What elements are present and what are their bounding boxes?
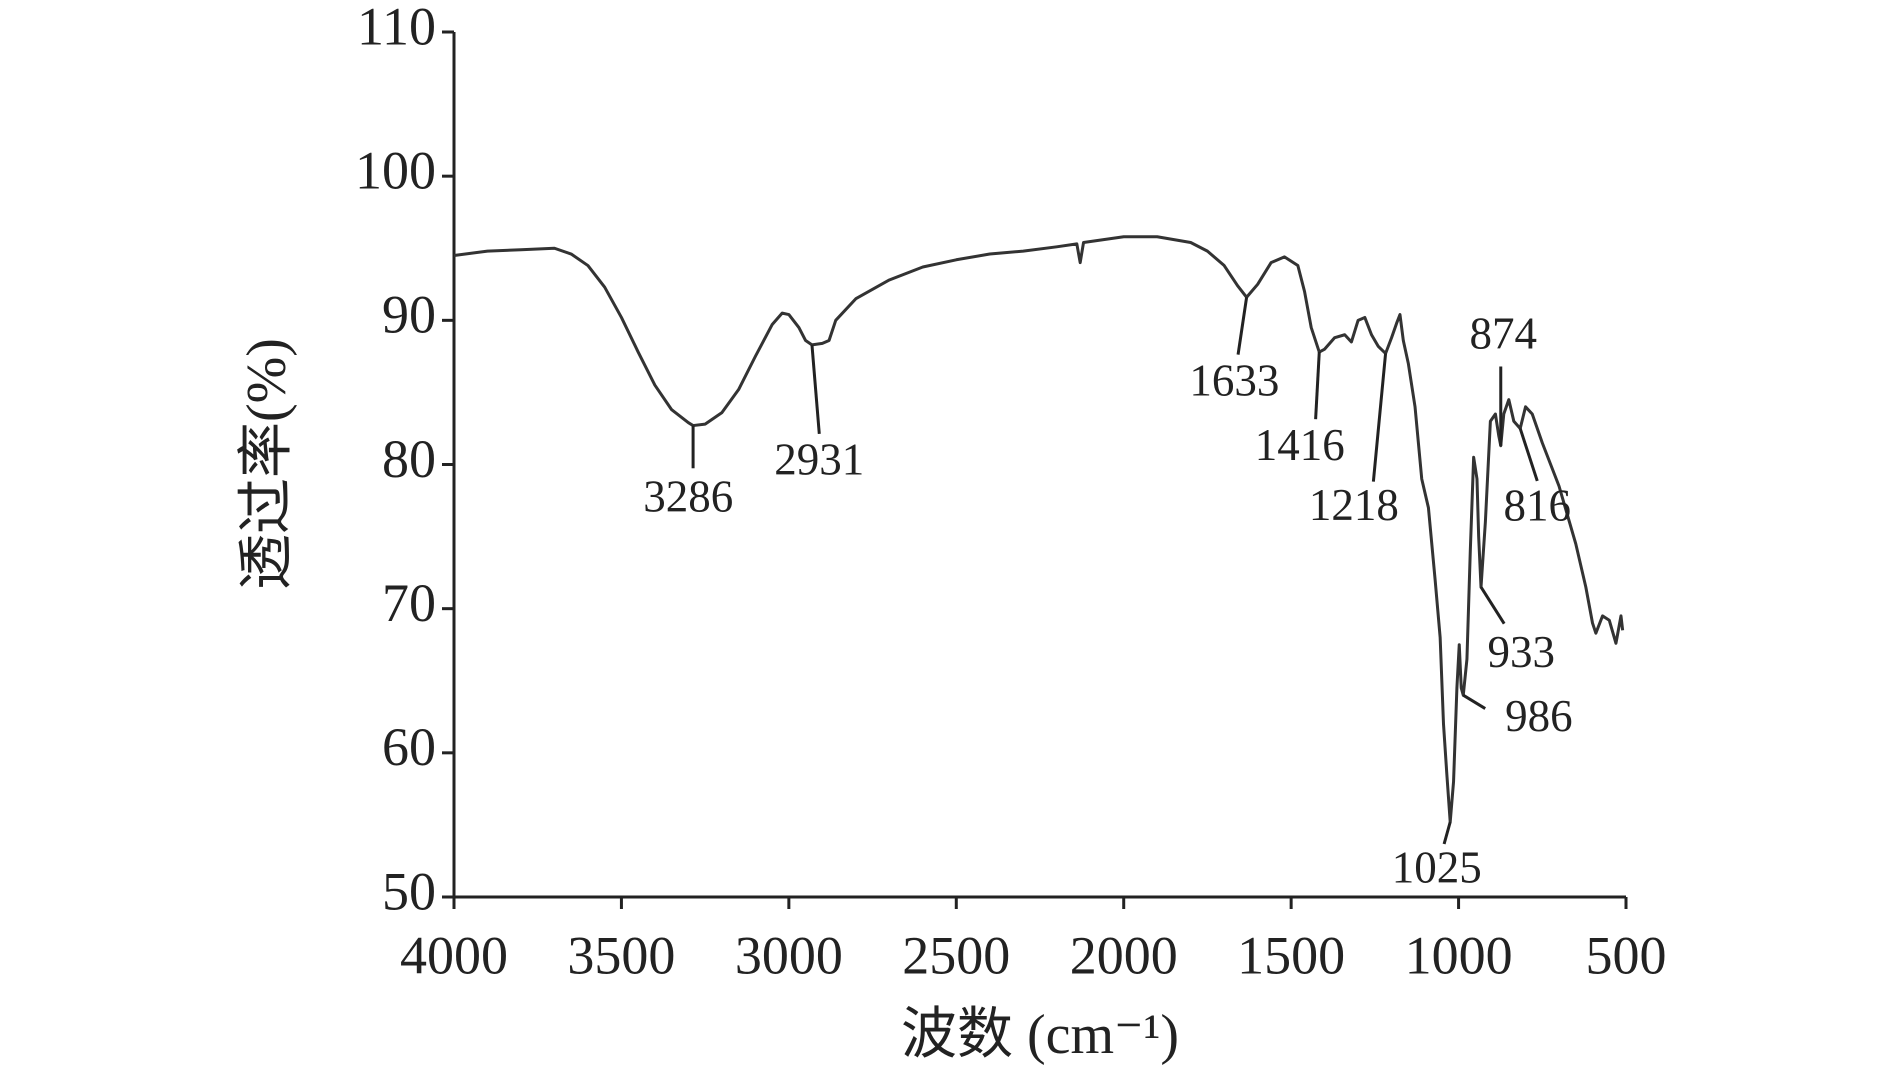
y-tick-label: 50: [382, 861, 436, 921]
x-tick-label: 3000: [735, 925, 843, 985]
annotation-label: 1025: [1392, 842, 1482, 892]
x-tick-label: 3500: [567, 925, 675, 985]
x-tick-label: 1500: [1237, 925, 1345, 985]
x-tick-label: 4000: [400, 925, 508, 985]
y-tick-label: 60: [382, 717, 436, 777]
annotation-leader: [1518, 427, 1539, 482]
annotation-leader: [810, 344, 821, 435]
x-axis-label: 波数 (cm⁻¹): [901, 1004, 1179, 1066]
y-tick-label: 100: [355, 141, 436, 201]
x-tick-label: 500: [1586, 925, 1667, 985]
annotation-label: 986: [1505, 691, 1573, 741]
annotation-label: 1633: [1189, 355, 1279, 405]
annotation-label: 1218: [1309, 480, 1399, 530]
annotation-leader: [1462, 693, 1487, 710]
annotation-label: 2931: [774, 435, 864, 485]
x-tick-label: 2500: [902, 925, 1010, 985]
y-axis-label: 透过率(%): [236, 338, 298, 590]
annotation-leader: [1442, 821, 1452, 845]
annotation-label: 3286: [643, 472, 733, 522]
x-tick-label: 1000: [1405, 925, 1513, 985]
annotation-leader: [1236, 297, 1249, 355]
y-tick-label: 90: [382, 285, 436, 345]
spectrum-line: [453, 235, 1625, 824]
annotation-leader: [1371, 353, 1388, 482]
y-tick-label: 80: [382, 429, 436, 489]
annotation-leader: [1479, 586, 1506, 625]
annotation-leader: [1314, 351, 1321, 420]
y-tick-label: 110: [357, 0, 436, 56]
annotation-label: 933: [1488, 627, 1556, 677]
y-tick-label: 70: [382, 573, 436, 633]
x-tick-label: 2000: [1070, 925, 1178, 985]
annotation-label: 1416: [1255, 420, 1345, 470]
annotation-label: 874: [1469, 309, 1537, 359]
annotation-label: 816: [1504, 481, 1572, 531]
